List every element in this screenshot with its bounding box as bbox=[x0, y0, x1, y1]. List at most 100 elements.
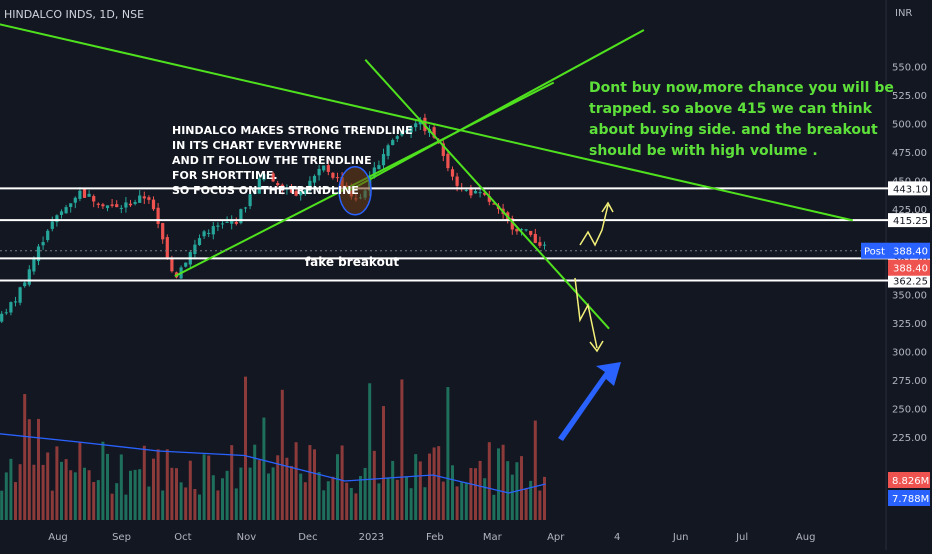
candle-body bbox=[294, 191, 298, 196]
symbol-title: HINDALCO INDS, 1D, NSE bbox=[4, 8, 145, 21]
candle-body bbox=[253, 192, 257, 194]
volume-bar bbox=[464, 483, 468, 520]
candle-body bbox=[510, 218, 514, 230]
candle-body bbox=[147, 197, 151, 200]
candle-body bbox=[46, 230, 50, 241]
candle-body bbox=[13, 301, 18, 303]
candle-body bbox=[492, 203, 496, 205]
candle-body bbox=[59, 211, 64, 215]
level-label: 415.25 bbox=[893, 216, 928, 227]
candle-body bbox=[469, 189, 473, 196]
x-tick-label: Aug bbox=[796, 532, 816, 543]
volume-bar bbox=[216, 490, 220, 520]
level-label: 443.10 bbox=[893, 184, 928, 195]
post-market-tag bbox=[861, 242, 888, 259]
candle-body bbox=[395, 136, 399, 139]
volume-bar bbox=[101, 441, 105, 520]
volume-bar bbox=[354, 493, 358, 520]
level-label-box bbox=[888, 273, 930, 288]
candle-body bbox=[115, 204, 119, 208]
volume-bar bbox=[27, 419, 31, 520]
volume-bar bbox=[234, 488, 238, 520]
volume-bar bbox=[414, 454, 418, 520]
candle-body bbox=[381, 154, 386, 166]
volume-bar bbox=[441, 481, 445, 520]
candle-body bbox=[92, 196, 96, 202]
volume-bar bbox=[322, 490, 326, 520]
candle-body bbox=[308, 180, 312, 190]
candle-body bbox=[326, 165, 330, 172]
volume-bar bbox=[0, 490, 4, 520]
volume-bar bbox=[124, 494, 128, 520]
x-tick-label: Jul bbox=[735, 532, 748, 543]
volume-bar bbox=[165, 449, 169, 520]
candle-body bbox=[101, 204, 105, 207]
volume-bar bbox=[538, 490, 542, 520]
candle-body bbox=[312, 175, 317, 183]
volume-bar bbox=[451, 465, 454, 520]
y-tick-label: 475.00 bbox=[892, 148, 927, 159]
volume-bar bbox=[377, 483, 381, 520]
candle-body bbox=[533, 233, 537, 243]
candle-body bbox=[230, 220, 234, 224]
volume-ma-box bbox=[888, 490, 930, 506]
volume-bar bbox=[32, 464, 36, 520]
candle-body bbox=[105, 205, 110, 209]
volume-bar bbox=[478, 460, 482, 520]
volume-bar bbox=[119, 454, 123, 520]
volume-bar bbox=[115, 483, 119, 520]
volume-bars bbox=[0, 376, 546, 520]
candle-body bbox=[289, 189, 294, 193]
candle-body bbox=[138, 195, 142, 203]
candle-body bbox=[331, 172, 335, 178]
volume-bar bbox=[455, 486, 459, 520]
candle-body bbox=[266, 174, 271, 176]
volume-bar bbox=[294, 442, 298, 520]
volume-bar bbox=[368, 383, 372, 520]
candle-body bbox=[372, 167, 376, 178]
volume-bar bbox=[78, 442, 82, 520]
candle-body bbox=[483, 192, 487, 195]
volume-bar bbox=[225, 470, 229, 520]
volume-bar bbox=[253, 444, 257, 520]
trendline-note-line: FOR SHORTTIME. bbox=[172, 169, 278, 182]
x-tick-label: Mar bbox=[483, 532, 503, 543]
candle-body bbox=[87, 193, 91, 197]
volume-bar bbox=[382, 406, 385, 520]
candle-body bbox=[69, 203, 73, 207]
volume-bar bbox=[359, 476, 362, 520]
trendline-note-line: SO FOCUS ON THE TRENDLINE bbox=[172, 184, 359, 197]
candle-body bbox=[225, 221, 229, 223]
post-price-box bbox=[888, 242, 930, 259]
volume-ma-line bbox=[0, 433, 546, 494]
bearish-arrowhead bbox=[589, 340, 604, 353]
volume-bar bbox=[184, 487, 188, 520]
bullish-arrowhead bbox=[601, 201, 614, 213]
volume-bar bbox=[138, 469, 142, 520]
level-label-box bbox=[888, 181, 930, 196]
volume-bar bbox=[262, 417, 266, 520]
volume-bar bbox=[37, 418, 40, 520]
volume-bar bbox=[14, 482, 17, 520]
candle-body bbox=[193, 244, 197, 254]
advice-note-line: should be with high volume . bbox=[589, 143, 818, 159]
candle-body bbox=[538, 242, 542, 246]
candle-body bbox=[9, 302, 13, 313]
x-tick-label: Aug bbox=[48, 532, 68, 543]
candle-body bbox=[478, 192, 482, 194]
volume-bar bbox=[487, 442, 491, 520]
x-tick-label: Sep bbox=[112, 532, 131, 543]
bearish-path-arrow bbox=[574, 277, 598, 349]
volume-bar bbox=[239, 467, 243, 520]
volume-bar bbox=[170, 467, 174, 520]
volume-bar bbox=[345, 482, 349, 520]
volume-bar bbox=[50, 490, 54, 520]
candle-body bbox=[36, 246, 41, 262]
x-tick-label: Apr bbox=[547, 532, 565, 543]
candle-body bbox=[299, 192, 303, 196]
volume-last-value: 8.826M bbox=[892, 476, 929, 487]
candle-body bbox=[64, 207, 68, 214]
